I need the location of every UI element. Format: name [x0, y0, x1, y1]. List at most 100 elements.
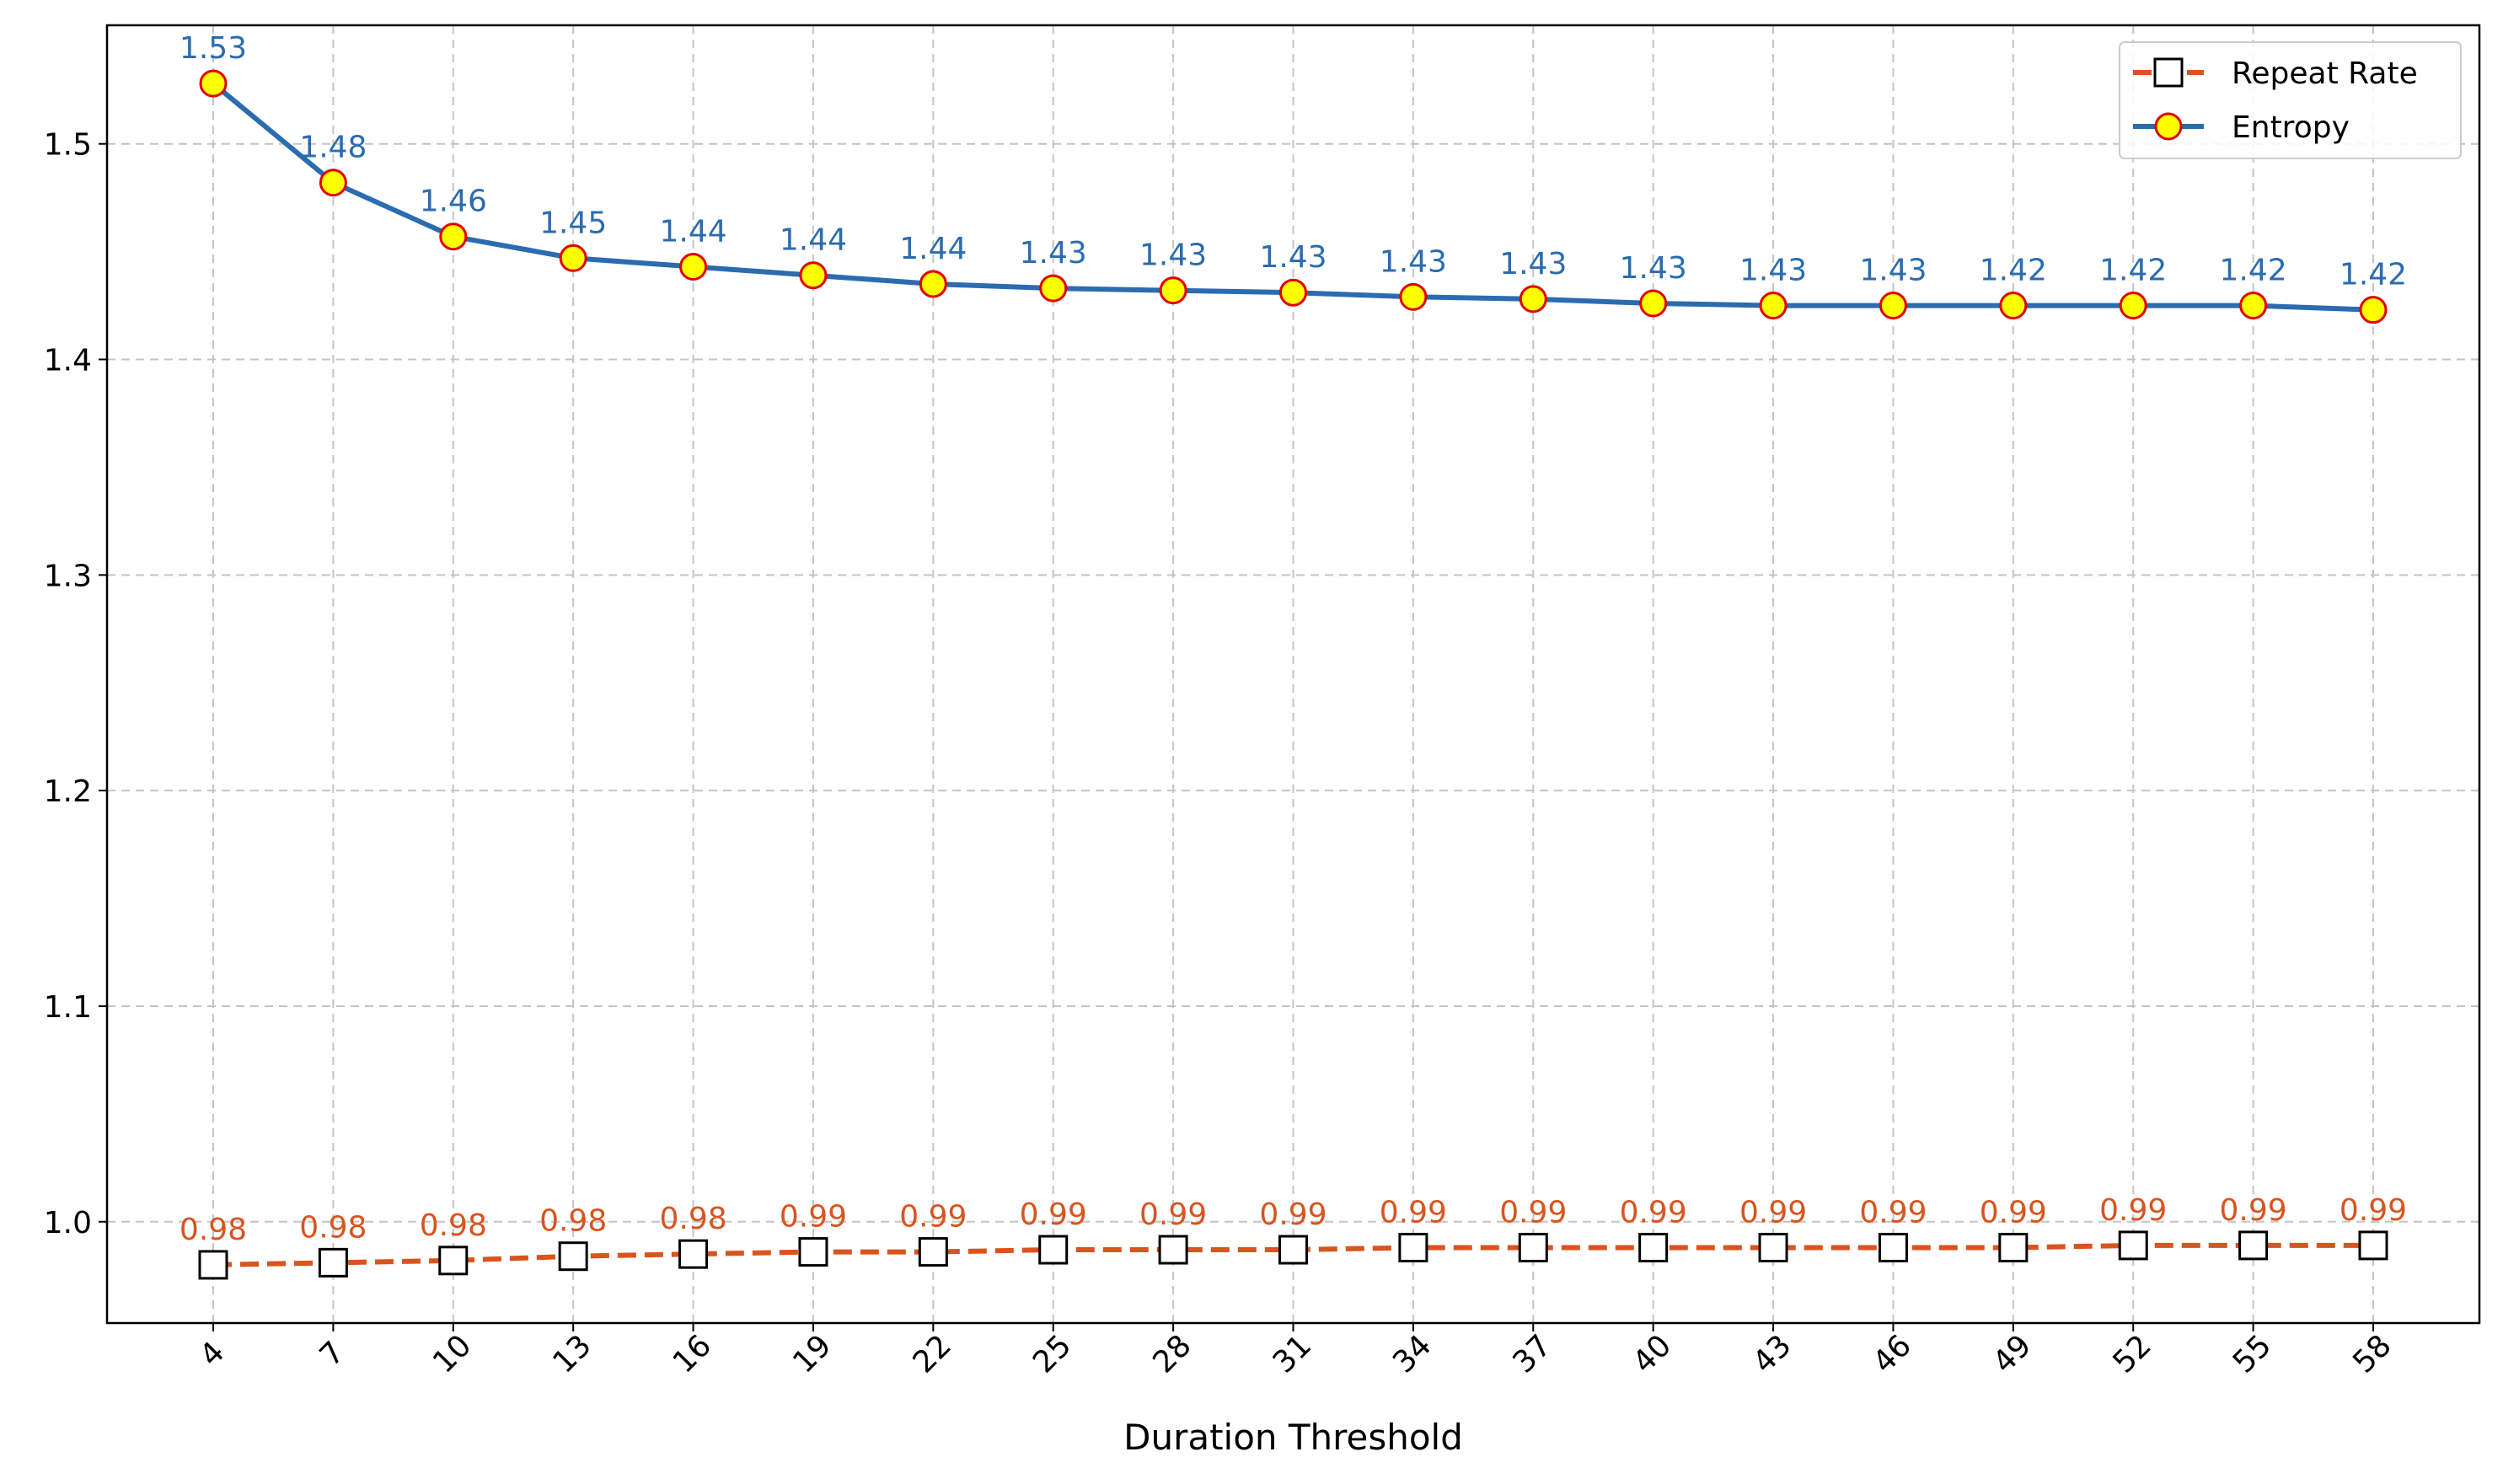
- repeat-rate-point: [2238, 1230, 2269, 1261]
- repeat-rate-point: [1878, 1232, 1908, 1262]
- legend-square-marker: [2153, 57, 2184, 88]
- data-label: 0.99: [1499, 1195, 1567, 1230]
- legend-entry: Repeat Rate: [2133, 56, 2418, 91]
- repeat-rate-point: [678, 1239, 709, 1269]
- legend-label: Entropy: [2232, 110, 2350, 145]
- x-tick-label: 52: [2106, 1328, 2157, 1380]
- data-label: 0.99: [2340, 1193, 2407, 1228]
- data-label: 0.98: [180, 1213, 247, 1247]
- y-tick-label: 1.5: [44, 128, 92, 163]
- data-label: 1.42: [1980, 254, 2047, 288]
- repeat-rate-point: [1638, 1232, 1669, 1262]
- data-label: 0.99: [1380, 1195, 1447, 1230]
- x-tick-label: 58: [2346, 1328, 2398, 1380]
- legend-circle-marker: [2154, 112, 2183, 141]
- x-axis-title: Duration Threshold: [1123, 1417, 1463, 1458]
- data-label: 1.42: [2340, 258, 2407, 292]
- entropy-point: [919, 270, 947, 298]
- entropy-point: [1159, 276, 1187, 305]
- x-tick-label: 46: [1867, 1328, 1918, 1380]
- x-tick-label: 22: [907, 1328, 958, 1380]
- repeat-rate-point: [1998, 1232, 2029, 1262]
- entropy-point: [2119, 292, 2147, 320]
- x-tick-label: 25: [1026, 1328, 1078, 1380]
- entropy-point: [1279, 278, 1307, 307]
- data-label: 1.43: [1139, 238, 1207, 273]
- data-label: 0.98: [539, 1204, 607, 1239]
- entropy-point: [799, 261, 828, 290]
- data-label: 0.99: [1980, 1195, 2047, 1230]
- y-tick-label: 1.2: [44, 774, 92, 809]
- y-tick-label: 1.4: [44, 344, 92, 378]
- data-label: 1.43: [1380, 244, 1447, 279]
- data-label: 1.44: [899, 232, 967, 266]
- entropy-point: [2239, 292, 2268, 320]
- entropy-point: [1639, 289, 1668, 318]
- axes: 4 7 10 13 16 19 22 25 28 31 34 37 40 43 46 49 52 55 58 1.0 1…: [44, 24, 2481, 1380]
- x-tick-label: 28: [1146, 1328, 1198, 1380]
- data-label: 1.43: [1859, 254, 1927, 288]
- data-label: 1.53: [180, 31, 247, 66]
- data-label: 1.43: [1739, 254, 1807, 288]
- repeat-rate-point: [1398, 1232, 1428, 1262]
- entropy-point: [1999, 292, 2028, 320]
- x-tick-label: 4: [193, 1335, 231, 1373]
- entropy-point: [319, 169, 347, 197]
- data-label: 0.99: [1739, 1195, 1807, 1230]
- legend-box: [2119, 41, 2462, 159]
- x-tick-label: 34: [1386, 1328, 1438, 1380]
- data-label: 0.99: [1859, 1195, 1927, 1230]
- x-tick-label: 7: [314, 1335, 351, 1373]
- x-tick-label: 40: [1627, 1328, 1678, 1380]
- entropy-point: [1399, 282, 1428, 311]
- y-tick-label: 1.3: [44, 559, 92, 593]
- data-label: 0.98: [299, 1210, 367, 1245]
- data-label: 0.99: [780, 1200, 847, 1235]
- entropy-point: [1879, 292, 1907, 320]
- data-label: 0.99: [2099, 1193, 2167, 1228]
- entropy-point: [2359, 296, 2388, 324]
- plot-frame: [105, 24, 2481, 1325]
- legend: Repeat Rate Entropy: [2119, 41, 2462, 159]
- repeat-rate-point: [2118, 1230, 2148, 1261]
- repeat-rate-point: [798, 1237, 828, 1267]
- legend-label: Repeat Rate: [2232, 56, 2418, 91]
- data-label: 1.43: [1499, 247, 1567, 281]
- x-tick-label: 19: [786, 1328, 838, 1380]
- data-label: 1.43: [1620, 251, 1687, 286]
- repeat-rate-point: [918, 1237, 948, 1267]
- data-labels: 0.98 0.98 0.98 0.98 0.98 0.99 0.99 0.99 0.99 0.99…: [180, 31, 2407, 1247]
- data-label: 0.98: [420, 1208, 487, 1243]
- repeat-rate-point: [1278, 1235, 1308, 1265]
- entropy-point: [1759, 292, 1787, 320]
- data-label: 1.42: [2220, 254, 2287, 288]
- repeat-rate-point: [1158, 1235, 1188, 1265]
- repeat-rate-point: [198, 1250, 228, 1280]
- data-label: 0.99: [899, 1200, 967, 1235]
- x-tick-label: 10: [426, 1328, 478, 1380]
- data-label: 1.43: [1020, 236, 1087, 271]
- data-label: 0.99: [1139, 1197, 1207, 1232]
- y-tick-label: 1.1: [44, 990, 92, 1025]
- data-label: 1.45: [539, 206, 607, 240]
- repeat-rate-point: [2358, 1230, 2388, 1261]
- repeat-rate-point: [1758, 1232, 1788, 1262]
- repeat-rate-point: [438, 1246, 469, 1276]
- data-label: 1.44: [780, 223, 847, 258]
- data-label: 1.46: [420, 185, 487, 219]
- x-tick-label: 43: [1746, 1328, 1798, 1380]
- x-tick-label: 31: [1267, 1328, 1318, 1380]
- repeat-rate-point: [1038, 1235, 1069, 1265]
- data-label: 1.48: [299, 131, 367, 165]
- entropy-point: [439, 222, 468, 251]
- x-tick-label: 13: [546, 1328, 598, 1380]
- entropy-point: [1519, 285, 1547, 313]
- data-label: 1.43: [1259, 240, 1327, 275]
- repeat-rate-point: [318, 1247, 348, 1278]
- data-label: 0.99: [1620, 1195, 1687, 1230]
- repeat-rate-point: [558, 1241, 588, 1272]
- data-label: 0.99: [1259, 1197, 1327, 1232]
- data-label: 0.99: [2220, 1193, 2287, 1228]
- data-label: 1.44: [659, 215, 726, 249]
